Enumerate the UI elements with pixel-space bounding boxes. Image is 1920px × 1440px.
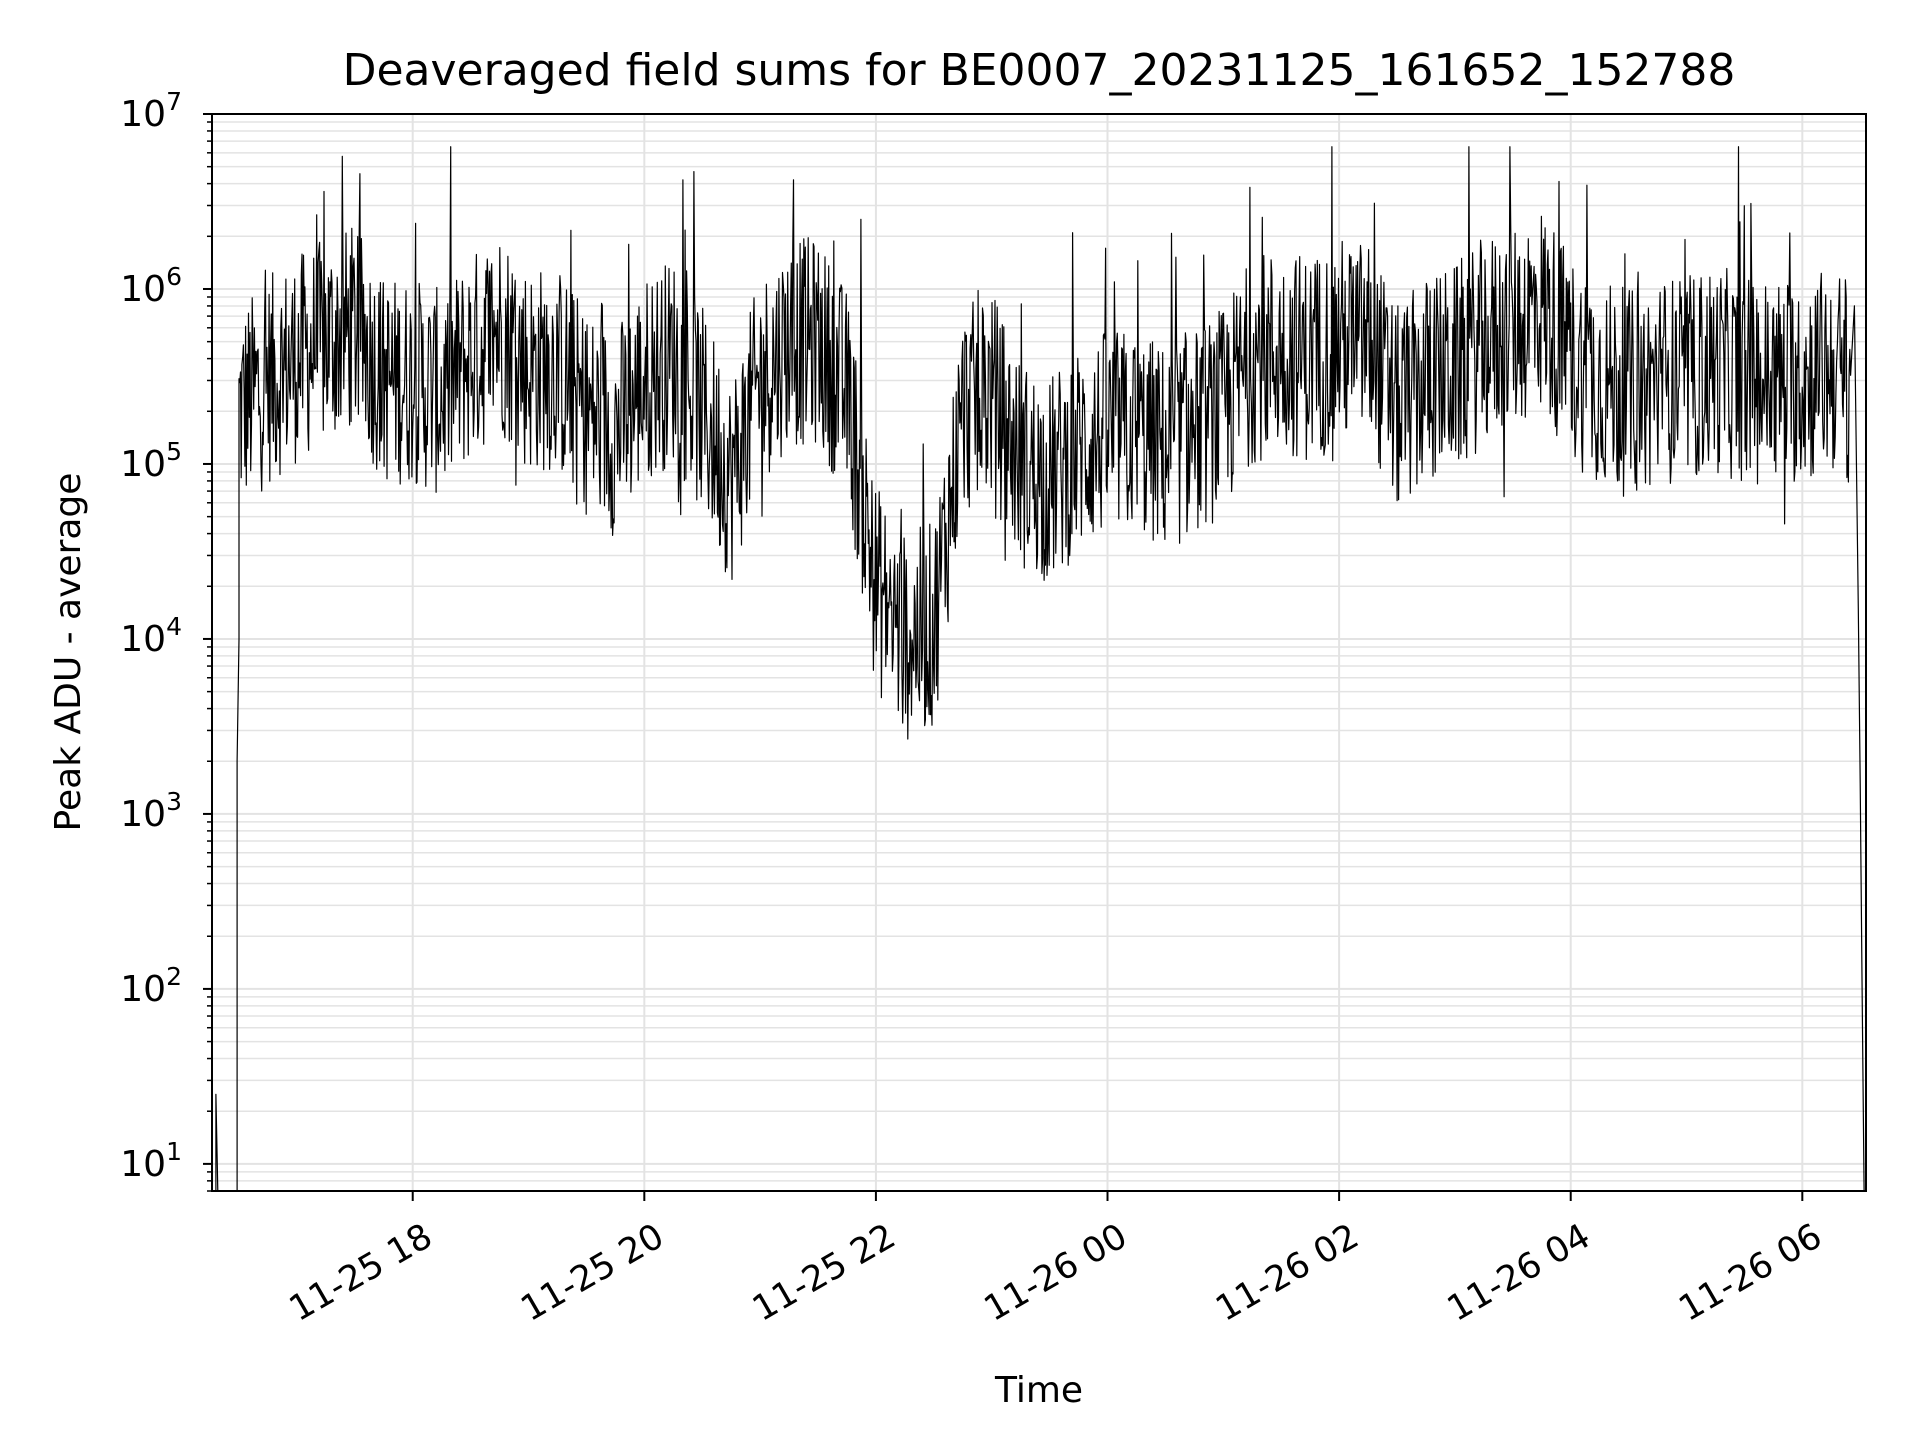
y-tick-label: 106: [120, 262, 182, 310]
y-tick-label: 102: [120, 962, 182, 1010]
y-tick-label: 103: [120, 787, 182, 835]
data-series: [215, 146, 1865, 1191]
series-line: [215, 146, 1865, 1191]
chart-title: Deaveraged field sums for BE0007_2023112…: [343, 45, 1736, 96]
y-tick-label: 101: [120, 1137, 182, 1185]
x-axis-label: Time: [994, 1370, 1083, 1411]
y-tick-label: 104: [120, 612, 182, 660]
y-tick-label: 107: [120, 87, 182, 135]
grid: [212, 113, 1866, 1192]
y-axis-label: Peak ADU - average: [48, 473, 89, 832]
y-tick-label: 105: [120, 437, 182, 485]
plot-frame: [211, 113, 1867, 1192]
